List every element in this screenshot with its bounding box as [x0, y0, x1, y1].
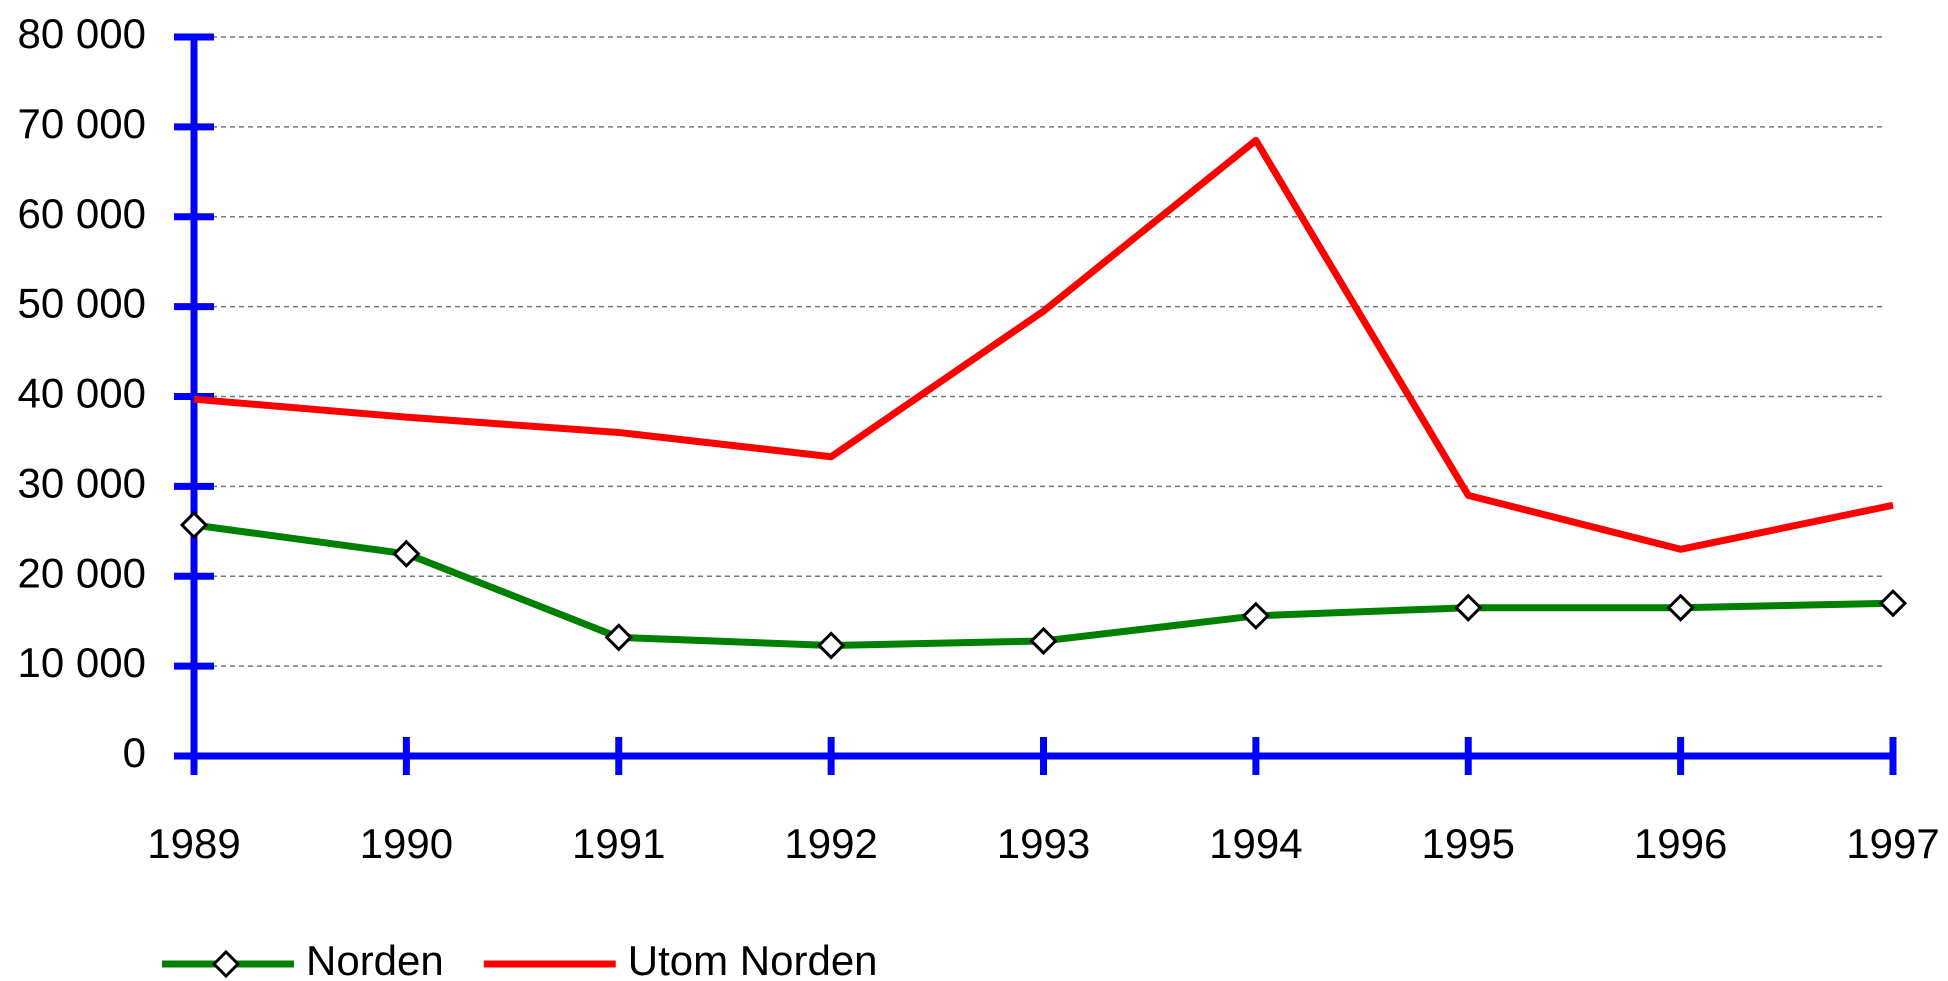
y-tick-label: 20 000	[18, 549, 146, 596]
marker	[179, 510, 209, 540]
legend-marker	[211, 949, 241, 979]
marker	[1878, 589, 1908, 618]
marker	[1241, 601, 1270, 630]
y-tick-label: 0	[123, 729, 146, 776]
y-tick-label: 80 000	[18, 10, 146, 57]
y-tick-label: 50 000	[18, 280, 146, 327]
y-tick-label: 60 000	[18, 190, 146, 237]
marker	[1454, 593, 1483, 622]
series-line	[193, 136, 1894, 553]
marker	[392, 539, 421, 568]
y-tick-label: 30 000	[18, 459, 146, 506]
x-tick-label: 1992	[784, 820, 877, 867]
legend-label: Norden	[306, 937, 444, 981]
x-tick-label: 1989	[147, 820, 240, 867]
marker	[817, 631, 846, 660]
y-tick-label: 10 000	[18, 639, 146, 686]
x-tick-label: 1993	[997, 820, 1090, 867]
y-tick-label: 40 000	[18, 370, 146, 417]
marker	[604, 623, 633, 652]
marker	[1666, 593, 1695, 622]
y-tick-label: 70 000	[18, 100, 146, 147]
marker	[1029, 626, 1058, 656]
x-tick-label: 1994	[1209, 820, 1302, 867]
x-tick-label: 1991	[572, 820, 665, 867]
x-tick-label: 1997	[1846, 820, 1939, 867]
x-tick-label: 1995	[1422, 820, 1515, 867]
x-tick-label: 1990	[360, 820, 453, 867]
x-tick-label: 1996	[1634, 820, 1727, 867]
legend-label: Utom Norden	[628, 937, 878, 981]
